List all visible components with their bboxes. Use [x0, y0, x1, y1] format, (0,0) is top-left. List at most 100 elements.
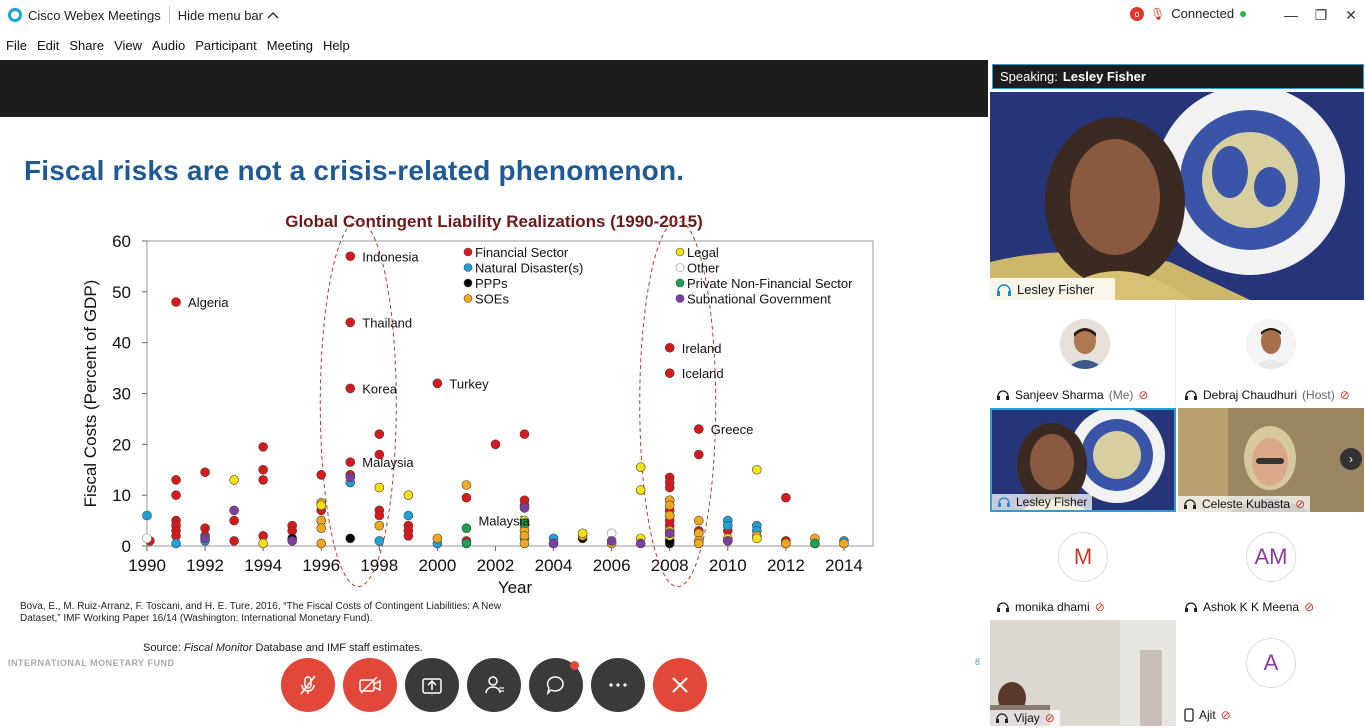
avatar: AM — [1246, 532, 1296, 582]
data-point — [345, 457, 356, 467]
share-button[interactable] — [405, 658, 459, 712]
phone-icon — [1184, 708, 1194, 722]
data-point — [345, 317, 356, 328]
data-point — [693, 449, 704, 460]
annotation-label: Greece — [711, 422, 754, 437]
legend-label: Subnational Government — [687, 292, 831, 307]
active-speaker-label: Lesley Fisher — [996, 282, 1094, 297]
participant-tile[interactable]: Lesley Fisher — [990, 408, 1176, 512]
participant-video-feed — [1178, 408, 1364, 512]
webex-logo-icon — [8, 8, 22, 22]
participant-label: Ajit ⊘ — [1184, 708, 1231, 722]
microphone-muted-icon: ⊘ — [1094, 600, 1105, 614]
x-axis-label: Year — [498, 578, 533, 597]
participant-label: Vijay ⊘ — [990, 710, 1060, 726]
data-point — [142, 510, 152, 521]
annotation-label: Malaysia — [362, 455, 414, 470]
data-point — [287, 536, 298, 546]
menu-share[interactable]: Share — [69, 37, 105, 53]
more-button[interactable] — [591, 658, 645, 712]
microphone-muted-icon — [300, 675, 316, 695]
menu-help[interactable]: Help — [322, 37, 350, 53]
menu-edit[interactable]: Edit — [36, 37, 60, 53]
participant-tile[interactable]: Celeste Kubasta ⊘ › — [1178, 408, 1364, 512]
participant-name: Sanjeev Sharma — [1015, 388, 1104, 402]
chevron-right-icon[interactable]: › — [1340, 448, 1362, 470]
microphone-muted-icon: 🎙 — [1150, 6, 1166, 21]
data-point — [200, 467, 210, 478]
hide-menu-bar-button[interactable]: Hide menu bar — [178, 8, 279, 23]
minimize-button[interactable]: — — [1284, 7, 1298, 23]
data-point — [374, 536, 385, 546]
participant-tile[interactable]: AM Ashok K K Meena ⊘ — [1178, 514, 1364, 618]
data-point — [664, 500, 675, 511]
annotation-label: Indonesia — [362, 249, 419, 264]
y-tick-label: 20 — [112, 435, 131, 454]
menu-view[interactable]: View — [114, 37, 143, 53]
participant-tile[interactable]: Vijay ⊘ — [990, 620, 1176, 726]
data-point — [461, 480, 472, 490]
data-point — [664, 482, 675, 493]
shared-content-area: Fiscal risks are not a crisis-related ph… — [0, 60, 988, 728]
headset-icon — [1185, 390, 1197, 400]
active-speaker-video[interactable]: Lesley Fisher — [990, 92, 1364, 300]
headset-icon — [1185, 602, 1197, 612]
data-point — [229, 505, 239, 516]
participant-tile[interactable]: Sanjeev Sharma (Me) ⊘ — [990, 302, 1176, 406]
close-window-button[interactable]: ✕ — [1345, 6, 1357, 23]
highlight-ellipse — [319, 220, 397, 588]
data-point — [258, 464, 268, 475]
data-point — [810, 538, 820, 549]
data-point — [781, 538, 791, 549]
data-point — [432, 378, 443, 389]
participant-tile[interactable]: M monika dhami ⊘ — [990, 514, 1176, 618]
menu-file[interactable]: File — [6, 37, 27, 53]
avatar: M — [1058, 532, 1108, 582]
participant-role: (Me) — [1108, 388, 1134, 402]
annotation-label: Algeria — [188, 295, 229, 310]
legend-label: PPPs — [475, 276, 508, 291]
participant-tile[interactable]: A Ajit ⊘ — [1178, 620, 1364, 726]
menu-participant[interactable]: Participant — [195, 37, 257, 53]
app-title: Cisco Webex Meetings — [28, 7, 161, 23]
mute-button[interactable] — [281, 658, 335, 712]
annotation-label: Korea — [362, 381, 397, 396]
participant-name: Lesley Fisher — [1016, 495, 1088, 509]
participant-label: Celeste Kubasta ⊘ — [1178, 496, 1311, 512]
audio-speaking-icon — [997, 283, 1011, 296]
data-point — [171, 475, 181, 485]
highlight-ellipse — [639, 220, 717, 588]
participants-icon — [485, 676, 504, 694]
presentation-slide: Fiscal risks are not a crisis-related ph… — [0, 117, 988, 728]
menu-audio[interactable]: Audio — [152, 37, 186, 53]
source-note: Source: Fiscal Monitor Database and IMF … — [143, 642, 423, 654]
data-point — [693, 538, 704, 549]
video-button[interactable] — [343, 658, 397, 712]
chat-button[interactable] — [529, 658, 583, 712]
y-tick-label: 10 — [112, 486, 131, 505]
menu-meeting[interactable]: Meeting — [266, 37, 313, 53]
participants-panel: Speaking: Lesley Fisher Lesley Fisher — [988, 60, 1366, 728]
data-point — [664, 368, 675, 378]
data-point — [781, 492, 791, 503]
x-tick-label: 2008 — [651, 556, 689, 575]
leave-button[interactable] — [653, 658, 707, 712]
data-point — [839, 538, 849, 549]
participant-role: (Host) — [1302, 388, 1335, 402]
data-point — [722, 520, 733, 531]
data-point — [432, 533, 443, 544]
data-point — [519, 538, 530, 549]
active-speaker-name: Lesley Fisher — [1017, 282, 1095, 297]
participant-tile[interactable]: Debraj Chaudhuri (Host) ⊘ — [1178, 302, 1364, 406]
record-icon[interactable]: o — [1130, 6, 1144, 21]
participants-button[interactable] — [467, 658, 521, 712]
restore-button[interactable]: ❐ — [1314, 6, 1328, 23]
data-point — [142, 533, 152, 544]
x-tick-label: 2002 — [477, 556, 515, 575]
data-point — [229, 515, 239, 526]
data-point — [403, 510, 414, 521]
speaking-prefix: Speaking: — [1000, 69, 1058, 84]
data-point — [258, 442, 268, 452]
data-point — [374, 510, 385, 521]
participant-name: Debraj Chaudhuri — [1203, 388, 1298, 402]
